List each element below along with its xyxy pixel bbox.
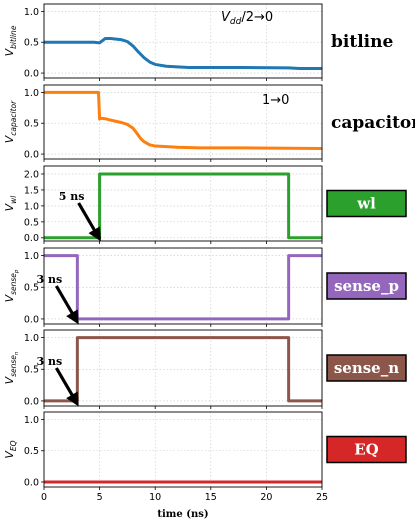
signal-badge [326,435,407,464]
y-tick-label: 0.5 [24,283,39,294]
series-line-capacitor [44,90,323,151]
signal-badge-label: EQ [354,441,379,459]
signal-badge [326,189,407,218]
timing-label: 5 ns [59,190,85,203]
y-axis-label: Vbitline [3,25,18,56]
y-tick-label: 1.0 [24,415,39,426]
y-tick-label: 1.0 [24,201,39,212]
timing-label: 3 ns [37,273,63,286]
y-tick-label: 0.5 [24,119,39,130]
series-line-sense_n [44,336,322,403]
signal-badge-label: sense_n [334,359,399,377]
x-tick-label: 20 [260,492,272,503]
y-axis-label: VEQ [3,440,18,458]
panel-bitline: 0.0 0.5 1.0 Vbitline Vdd/2→0 bitline [3,3,393,81]
y-axis-label: Vcapacitor [3,100,18,143]
y-tick-label: 0.5 [24,446,39,457]
annotation-text: Vdd/2→0 [221,10,273,27]
axes-frame [43,329,323,407]
x-tick-label: 5 [97,492,103,503]
axes-frame [43,247,323,325]
y-tick-label: 1.5 [24,185,39,196]
axes-frame [43,411,323,488]
signal-badge [326,354,407,382]
signal-badge [326,272,407,300]
timing-label: 3 ns [37,355,63,368]
axes-frame [43,165,323,242]
y-tick-label: 0.0 [24,149,39,160]
y-tick-label: 1.0 [24,333,39,344]
signal-badge-label: wl [356,195,376,213]
y-tick-label: 0.0 [24,314,39,325]
x-tick-label: 15 [205,492,217,503]
series-line-sense_p [44,254,322,321]
x-axis-label: time (ns) [157,509,208,520]
x-tick-label: 0 [41,492,47,503]
panel-sense_p: 0.0 0.5 1.0 Vsensep 3 ns sense_p [3,247,407,327]
y-tick-label: 1.0 [24,7,39,18]
timing-arrow [54,285,79,325]
panel-wl: 0.0 0.5 1.0 1.5 2.0 Vwl 5 ns wl [3,165,407,244]
y-tick-label: 0.0 [24,68,39,79]
y-tick-label: 0.0 [24,396,39,407]
x-tick-label: 25 [316,492,328,503]
y-tick-label: 0.5 [24,365,39,376]
y-tick-label: 0.0 [24,477,39,488]
y-tick-label: 0.5 [24,217,39,228]
series-line-wl [44,172,322,240]
y-tick-label: 0.0 [24,233,39,244]
panel-EQ: 0.0 0.5 1.0 0 5 10 15 20 25 VEQ EQ [3,411,407,503]
panel-sense_n: 0.0 0.5 1.0 Vsensen 3 ns sense_n [3,329,407,409]
y-tick-label: 1.0 [24,88,39,99]
y-axis-label: Vwl [3,195,18,212]
y-axis-label: Vsensep [3,269,20,302]
signal-side-label: bitline [331,32,393,52]
axes-frame [43,3,323,79]
signal-badge-label: sense_p [334,277,399,295]
signal-side-label: capacitor [331,113,415,133]
axes-frame [43,84,323,160]
annotation-text: 1→0 [262,93,289,108]
series-line-bitline [44,37,322,70]
panel-capacitor: 0.0 0.5 1.0 Vcapacitor 1→0 capacitor [3,84,415,162]
y-tick-label: 1.0 [24,251,39,262]
y-tick-label: 2.0 [24,169,39,180]
y-tick-label: 0.5 [24,38,39,49]
x-tick-label: 10 [149,492,161,503]
y-axis-label: Vsensen [3,351,20,384]
timing-arrow [77,202,101,242]
timing-arrow [54,367,79,407]
